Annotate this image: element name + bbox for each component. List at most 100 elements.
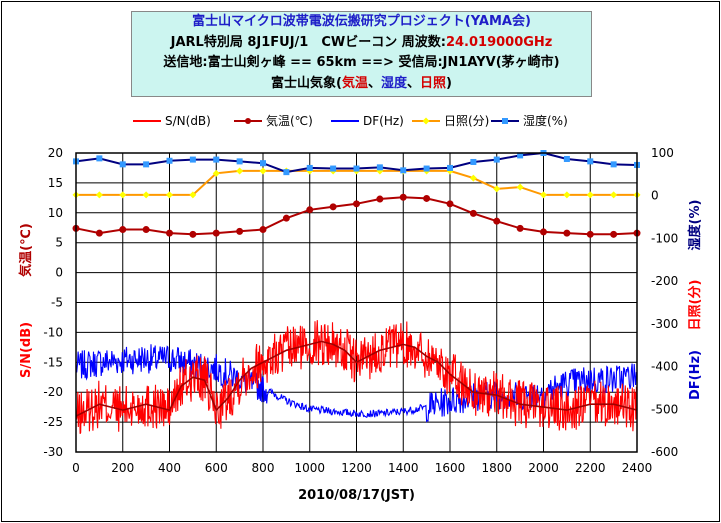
title-line-4-suffix: ) <box>446 75 452 91</box>
sn-average-line <box>75 340 638 417</box>
legend-swatch-marker <box>502 118 508 124</box>
humidity-point <box>189 156 196 163</box>
title-sep-1: 、 <box>367 75 381 91</box>
humidity-point <box>423 165 430 172</box>
humidity-point <box>353 165 360 172</box>
humidity-point <box>143 161 150 168</box>
chart-legend: S/N(dB) 気温(℃) DF(Hz) 日照(分) 湿度(%) <box>133 113 568 128</box>
title-sun-word: 日照 <box>420 75 447 91</box>
noise-traces <box>75 320 638 434</box>
y-right-tick-label: -500 <box>651 402 678 416</box>
series-lines <box>72 150 641 417</box>
humidity-point <box>330 165 337 172</box>
humidity-point <box>283 169 290 176</box>
humidity-point <box>96 155 103 162</box>
sunshine-point <box>259 167 267 175</box>
temperature-point <box>610 230 618 238</box>
humidity-point <box>166 157 173 164</box>
temperature-point <box>166 229 173 237</box>
temperature-point <box>282 214 290 222</box>
humidity-point <box>376 164 383 171</box>
chart-title-box: 富士山マイクロ波帯電波伝搬研究プロジェクト(YAMA会) JARL特別局 8J1… <box>131 11 592 97</box>
title-line-3: 送信地:富士山剣ヶ峰 == 65km ==> 受信局:JN1AYV(茅ヶ崎市) <box>163 55 560 70</box>
temperature-point <box>259 226 267 234</box>
humidity-point <box>610 161 617 168</box>
title-humidity-word: 湿度 <box>380 75 407 91</box>
humidity-point <box>493 156 500 163</box>
y-left-tick-label: 15 <box>48 176 63 190</box>
temperature-point <box>446 200 454 208</box>
y-right-tick-label: -100 <box>651 231 678 245</box>
temperature-point <box>119 226 127 234</box>
y-left-tick-label: -5 <box>51 296 63 310</box>
y-left-tick-label: 10 <box>48 206 63 220</box>
legend-label: 気温(℃) <box>266 113 313 128</box>
humidity-point <box>400 167 407 174</box>
x-tick-label: 2000 <box>528 461 559 475</box>
y-axis-label-temperature: 気温(℃) <box>18 223 34 277</box>
sn-noise-trace <box>75 320 638 434</box>
temperature-point <box>353 200 360 208</box>
temperature-point <box>516 224 524 232</box>
humidity-point <box>517 152 524 159</box>
sunshine-point <box>469 174 477 182</box>
sunshine-point <box>540 191 547 199</box>
y-axis-label-df: DF(Hz) <box>688 350 703 400</box>
temperature-point <box>540 228 547 236</box>
legend-label: S/N(dB) <box>165 114 211 128</box>
y-axis-label-humidity: 湿度(%) <box>687 200 703 251</box>
temperature-point <box>586 230 594 238</box>
sunshine-point <box>493 185 501 193</box>
x-tick-label: 2200 <box>575 461 606 475</box>
y-right-tick-label: -300 <box>651 317 678 331</box>
temperature-point <box>563 229 571 237</box>
y-left-tick-label: 0 <box>55 266 63 280</box>
temperature-point <box>236 227 244 235</box>
x-tick-label: 200 <box>111 461 134 475</box>
temperature-point <box>376 195 384 203</box>
y-right-tick-label: -400 <box>651 360 678 374</box>
temperature-point <box>423 194 431 202</box>
y-left-tick-label: -25 <box>43 415 63 429</box>
x-tick-label: 0 <box>72 461 80 475</box>
x-axis-label: 2010/08/17(JST) <box>298 488 415 503</box>
x-tick-label: 1400 <box>388 461 419 475</box>
y-left-tick-label: -30 <box>43 445 63 459</box>
sunshine-point <box>119 191 127 199</box>
temperature-point <box>399 193 407 201</box>
x-tick-label: 1000 <box>294 461 325 475</box>
legend-label: 湿度(%) <box>523 113 568 128</box>
humidity-point <box>306 164 313 171</box>
humidity-point <box>563 155 570 162</box>
sunshine-point <box>563 191 571 199</box>
title-sep-2: 、 <box>407 75 421 91</box>
sunshine-point <box>236 167 244 175</box>
title-line-1: 富士山マイクロ波帯電波伝搬研究プロジェクト(YAMA会) <box>192 14 531 29</box>
humidity-point <box>447 164 453 171</box>
sunshine-point <box>610 191 618 199</box>
sunshine-point <box>95 191 103 199</box>
temperature-point <box>212 229 220 237</box>
humidity-point <box>260 160 266 167</box>
plot-border <box>75 152 638 453</box>
x-tick-label: 1200 <box>341 461 372 475</box>
y-right-tick-label: 0 <box>651 189 659 203</box>
humidity-point <box>587 158 594 165</box>
sunshine-point <box>586 191 594 199</box>
temperature-point <box>95 229 103 237</box>
sunshine-point <box>166 191 173 199</box>
sunshine-point <box>142 191 150 199</box>
legend-label: 日照(分) <box>444 114 489 128</box>
humidity-point <box>470 158 477 165</box>
y-right-tick-label: 100 <box>651 146 674 160</box>
y-right-tick-label: -200 <box>651 274 678 288</box>
legend-swatch-marker <box>422 117 430 125</box>
humidity-point <box>236 158 243 165</box>
temperature-point <box>329 203 337 211</box>
sunshine-point <box>189 191 197 199</box>
y-left-tick-label: -15 <box>43 355 63 369</box>
humidity-point <box>213 156 220 163</box>
title-temp-word: 気温 <box>341 75 368 91</box>
temperature-point <box>469 209 477 217</box>
